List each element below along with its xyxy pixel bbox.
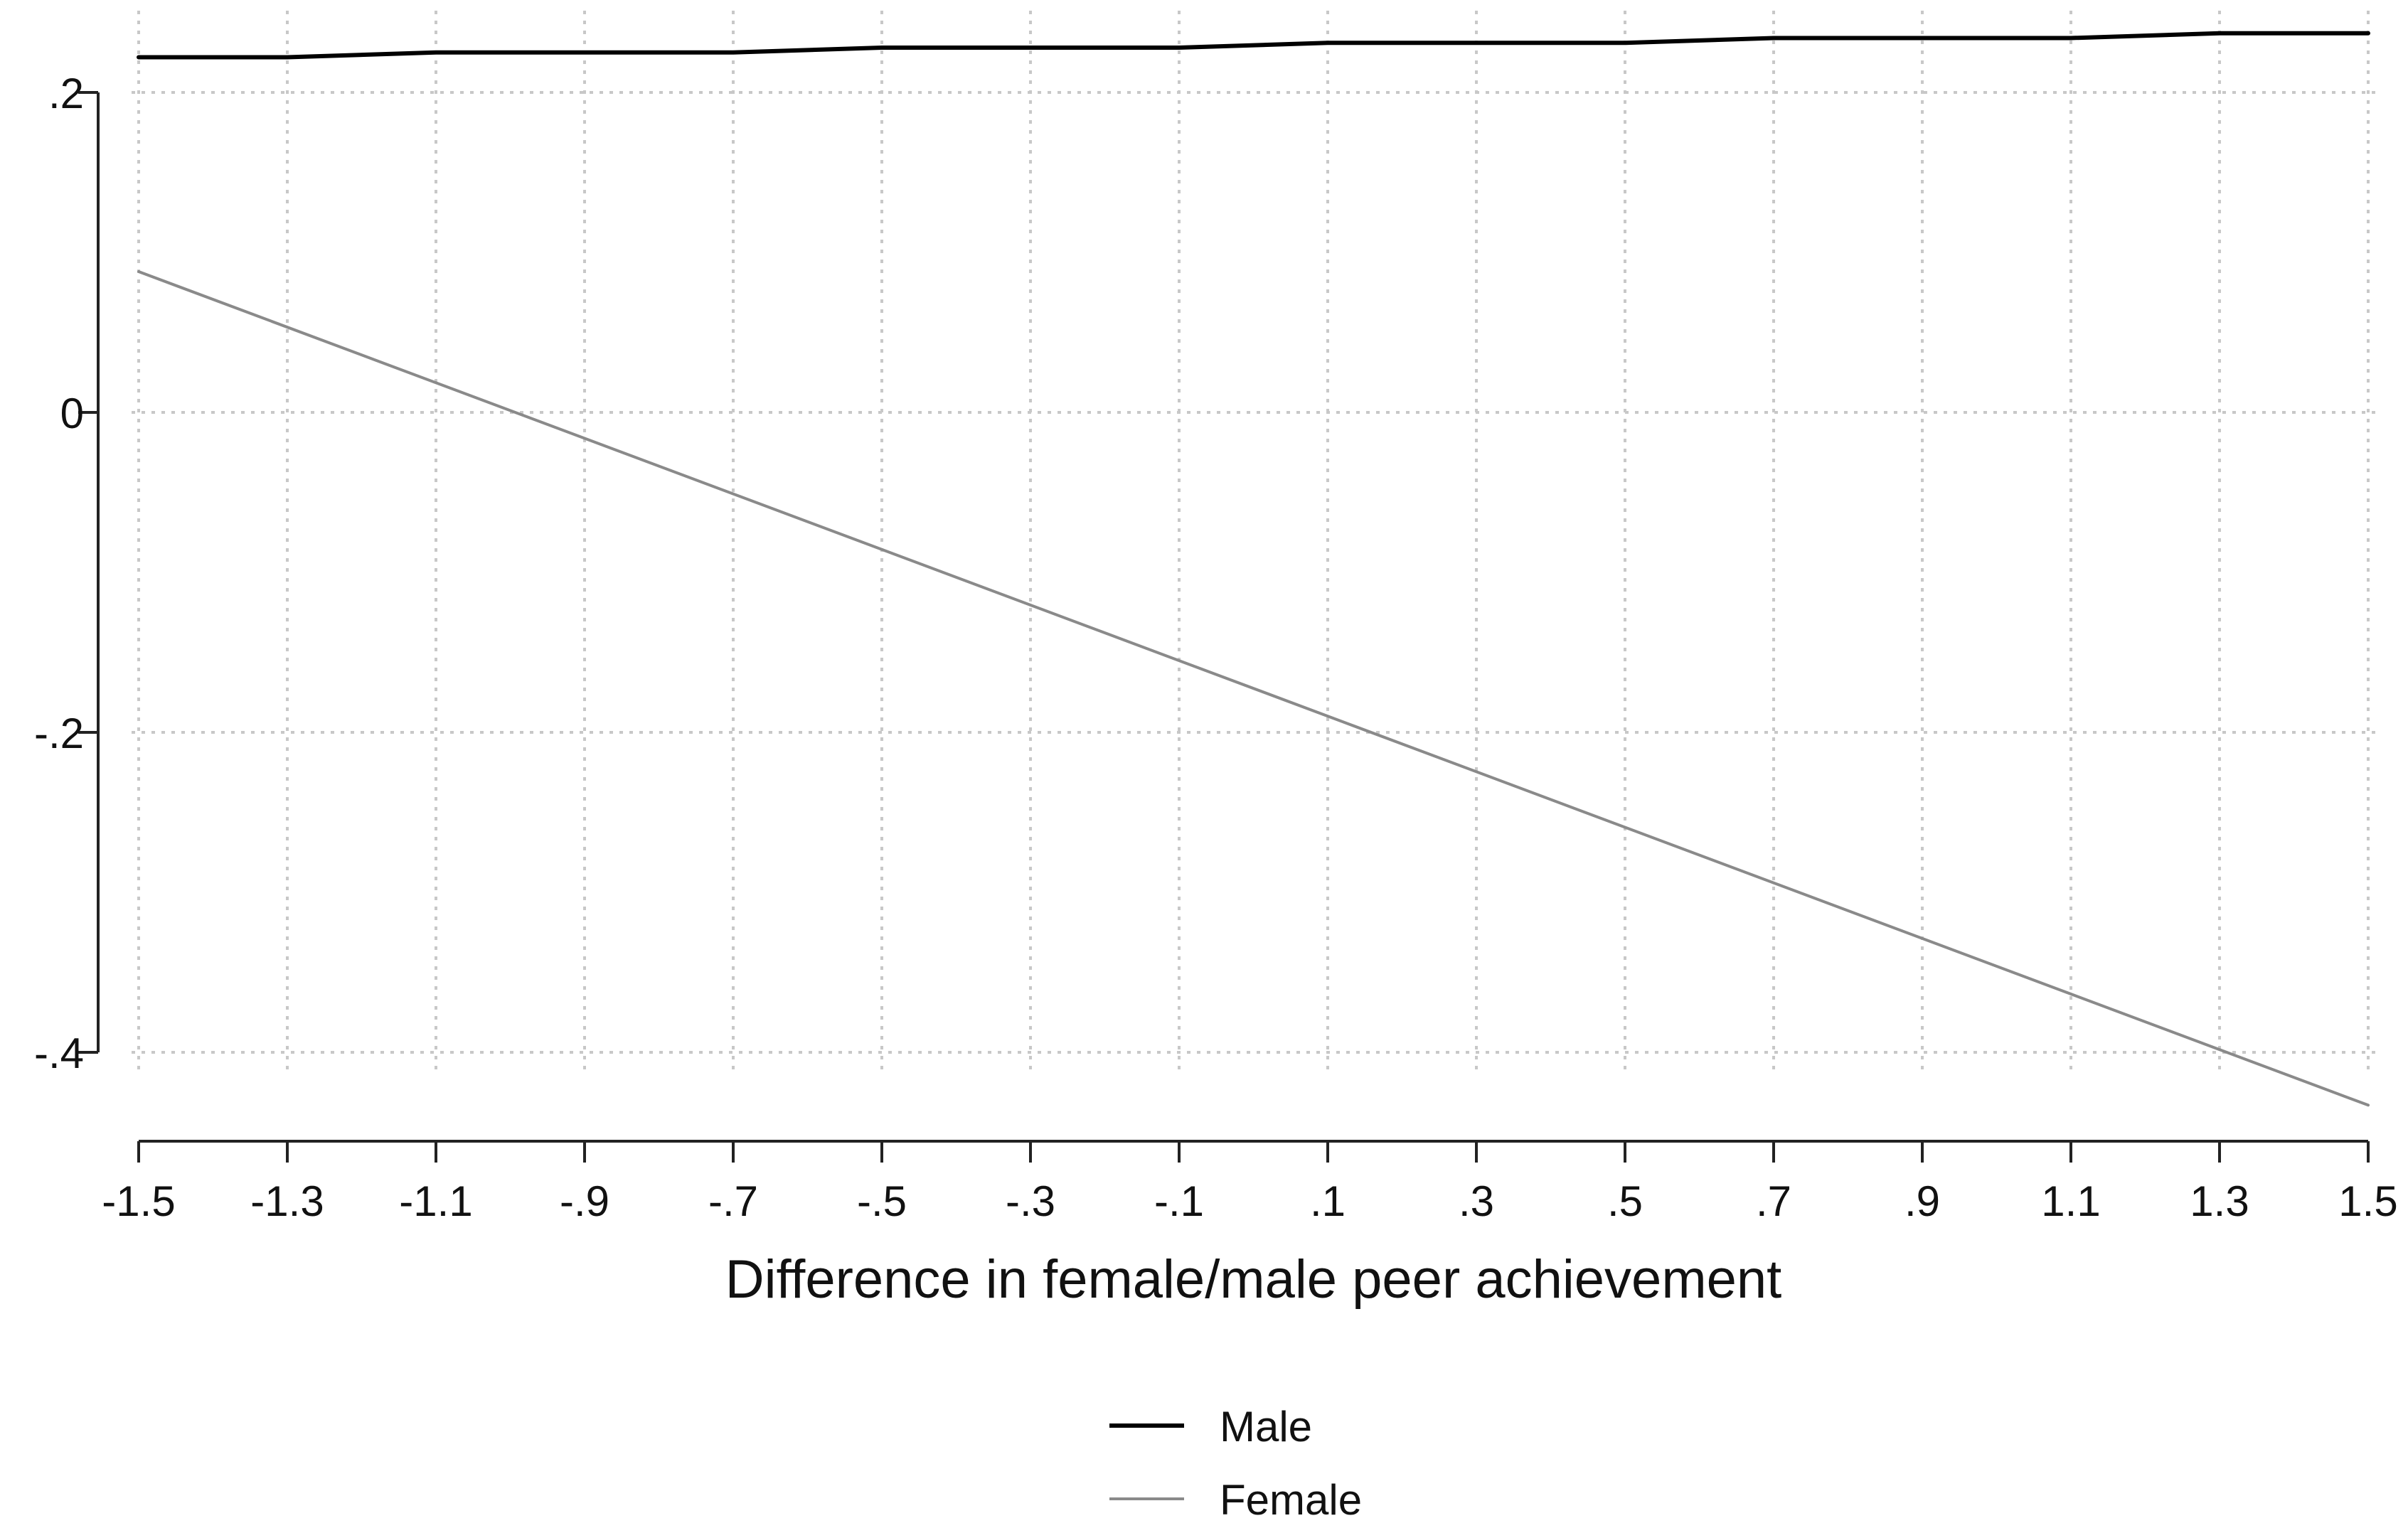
x-tick-label: -.3 [1006,1177,1055,1225]
legend-label-male: Male [1220,1403,1312,1450]
x-axis-title: Difference in female/male peer achieveme… [725,1249,1782,1310]
x-tick-label: 1.1 [2041,1177,2100,1225]
y-tick-label: -.4 [34,1030,84,1077]
x-tick-label: -1.1 [399,1177,472,1225]
tick-labels: .2 0 -.2 -.4 -1.5 -1.3 -1.1 -.9 -.7 -.5 -.3 -.1 .1 .3… [34,70,2398,1225]
series-line-female [137,270,2370,1107]
x-tick-label: -1.5 [102,1177,175,1225]
y-tick-label: .2 [48,70,84,117]
x-tick-label: .9 [1904,1177,1940,1225]
x-tick-label: -.9 [560,1177,609,1225]
y-tick-label: -.2 [34,710,84,757]
legend: Male Female [1109,1403,1362,1524]
x-tick-label: 1.3 [2190,1177,2249,1225]
series-line-male [137,31,2370,60]
x-tick-label: .5 [1607,1177,1643,1225]
series-layer [137,31,2370,1107]
x-tick-label: -.1 [1154,1177,1204,1225]
x-tick-label: -.5 [857,1177,907,1225]
grid [132,11,2375,1074]
x-tick-label: .7 [1756,1177,1791,1225]
axes [78,91,2370,1163]
y-tick-label: 0 [60,390,84,437]
x-tick-label: .3 [1459,1177,1494,1225]
x-tick-label: -.7 [708,1177,758,1225]
x-tick-label: 1.5 [2338,1177,2397,1225]
x-tick-label: .1 [1310,1177,1346,1225]
x-tick-label: -1.3 [250,1177,324,1225]
legend-label-female: Female [1220,1476,1362,1524]
